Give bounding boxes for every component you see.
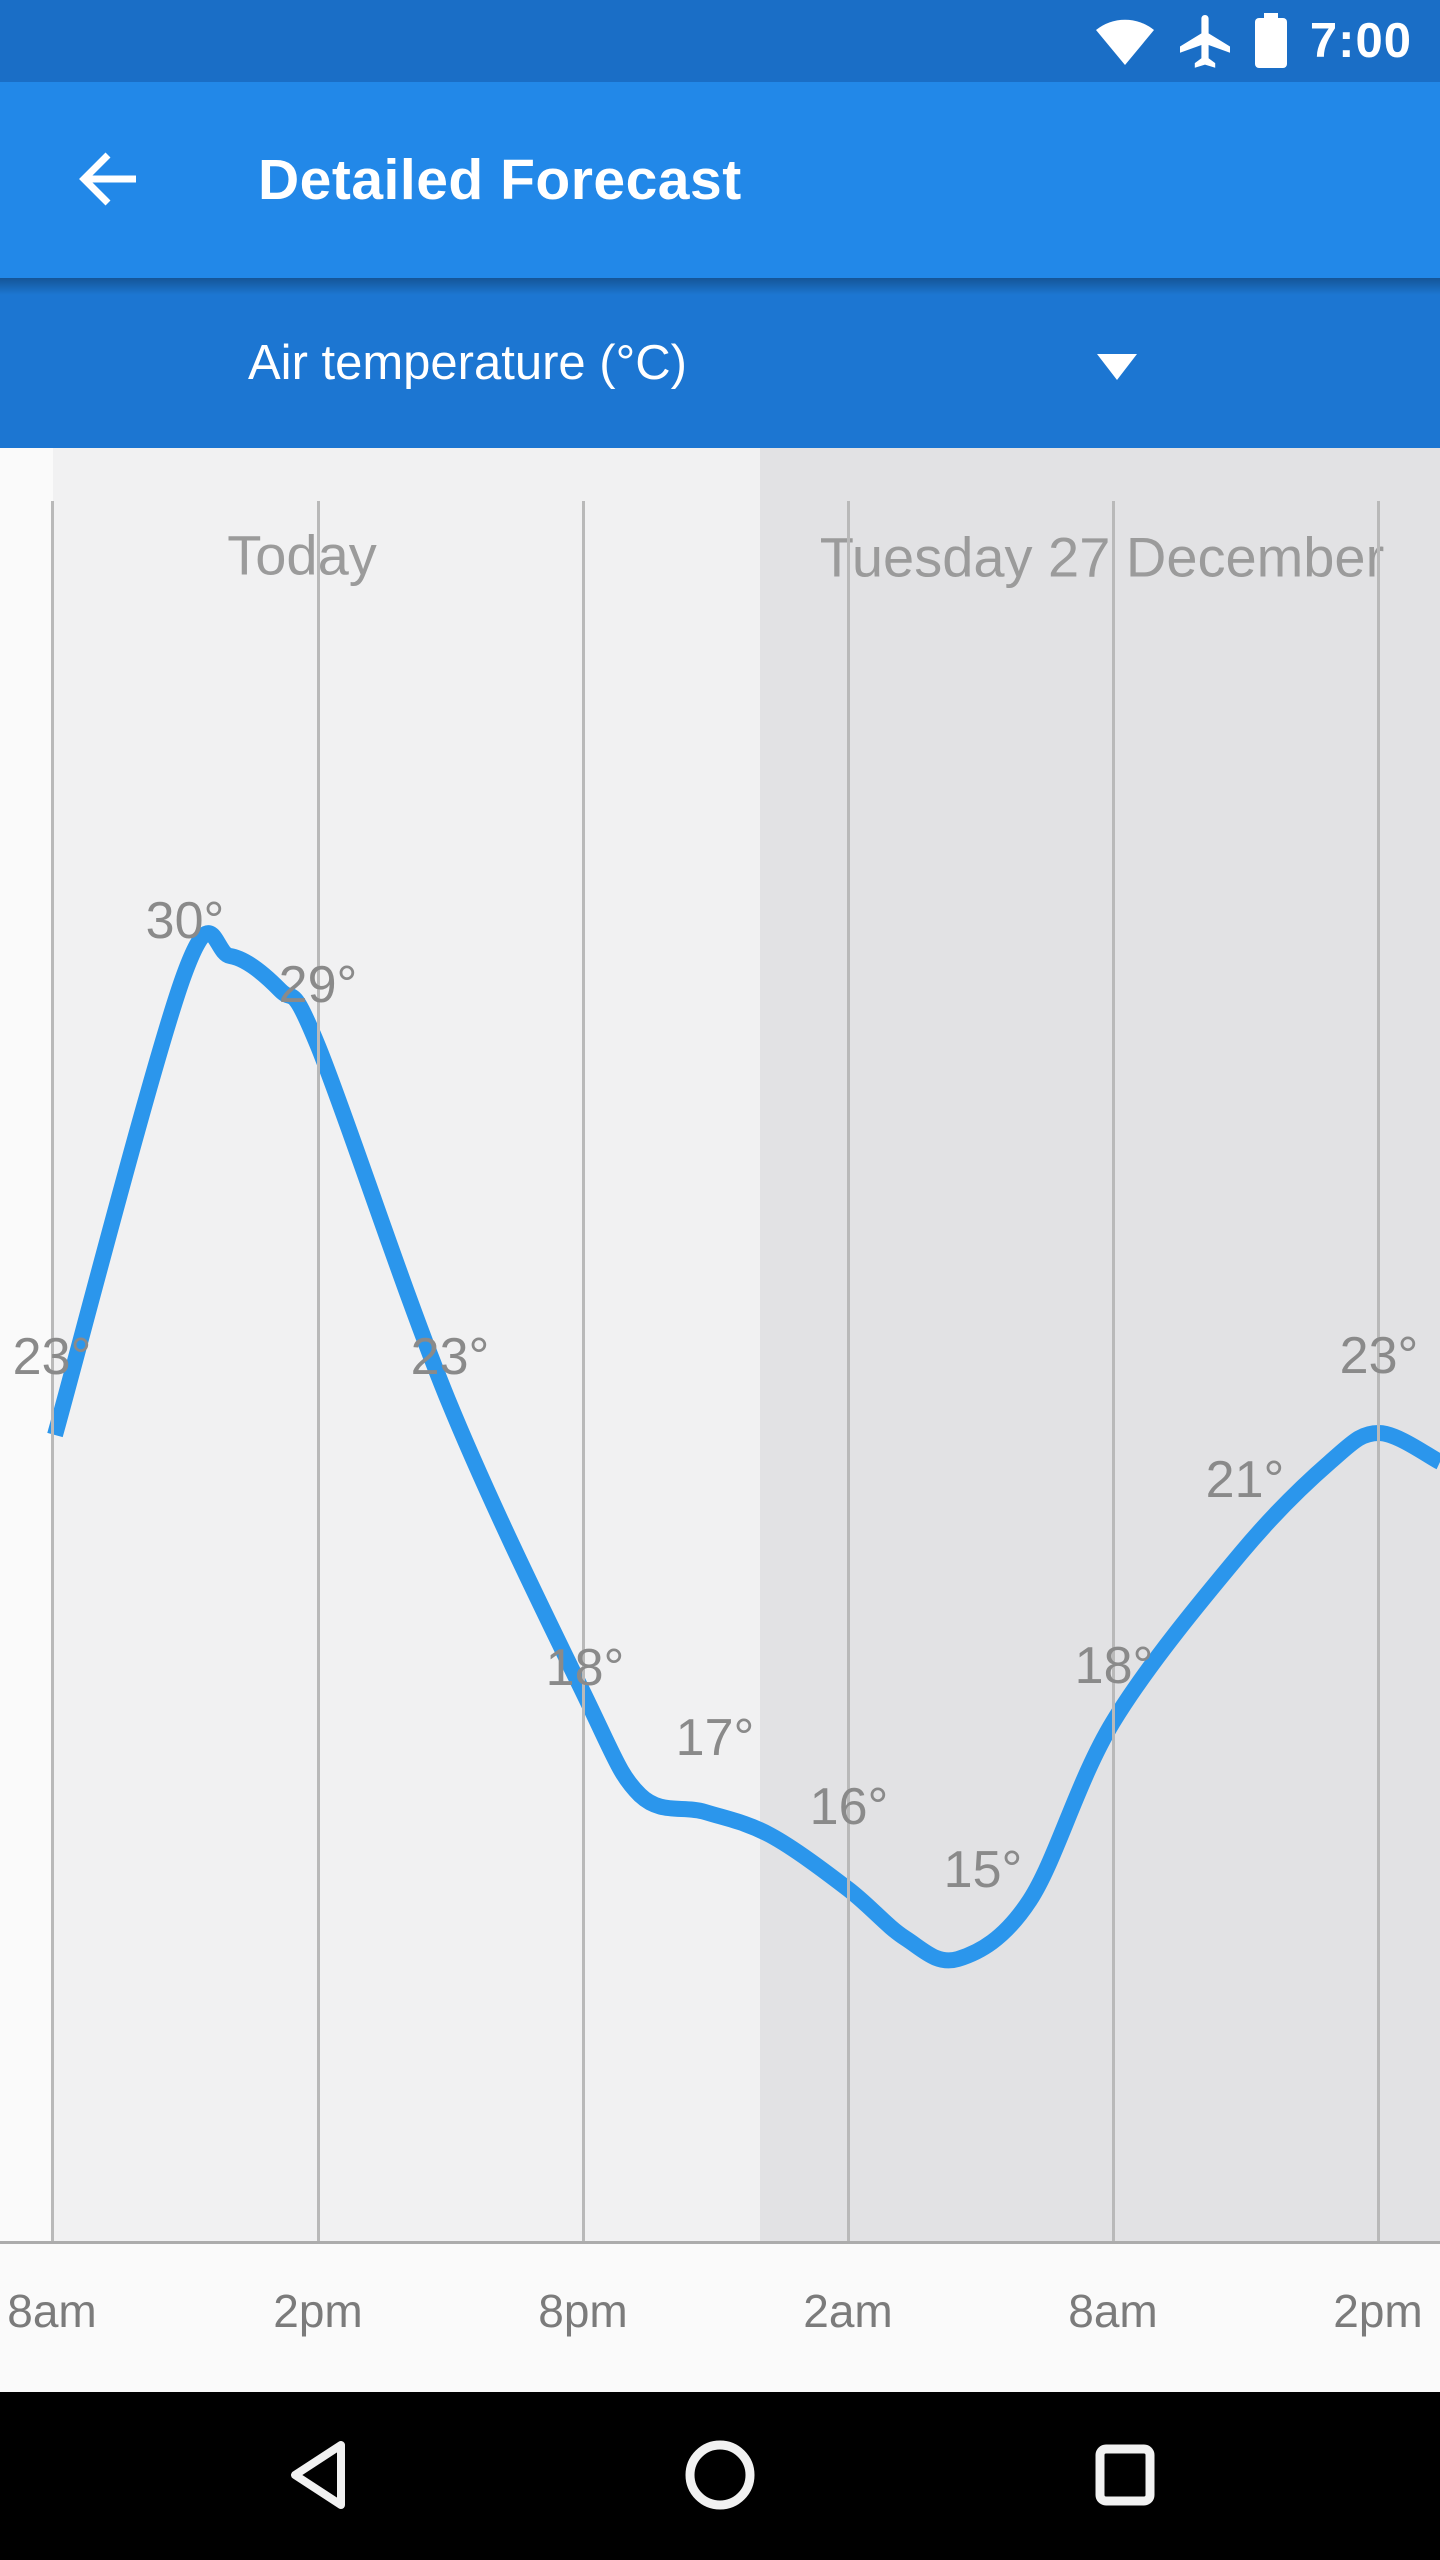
temp-label: 16°	[809, 1778, 889, 1836]
back-triangle-icon	[286, 2439, 348, 2514]
status-time: 7:00	[1309, 14, 1412, 68]
gridline	[51, 501, 54, 2243]
x-tick-label: 2am	[803, 2285, 893, 2337]
temp-label: 21°	[1205, 1451, 1285, 1509]
app-bar: Detailed Forecast	[0, 82, 1440, 278]
parameter-dropdown[interactable]: Air temperature (°C)	[0, 278, 1440, 448]
forecast-chart[interactable]: Today Tuesday 27 December 23° 30° 29° 23° 18…	[0, 448, 1440, 2243]
gridline	[1112, 501, 1115, 2243]
temp-label: 15°	[943, 1841, 1023, 1899]
recents-square-icon	[1093, 2443, 1157, 2510]
x-tick-label: 8am	[7, 2285, 97, 2337]
nav-home-button[interactable]	[620, 2392, 820, 2560]
battery-icon	[1254, 13, 1288, 69]
day-region-tuesday	[760, 448, 1440, 2243]
arrow-back-icon	[78, 147, 142, 214]
x-axis-line	[0, 2241, 1440, 2244]
home-circle-icon	[684, 2439, 756, 2514]
wifi-icon	[1094, 15, 1156, 67]
chevron-down-icon	[1097, 354, 1137, 380]
temp-label: 23°	[1339, 1327, 1419, 1385]
x-tick-label: 8am	[1068, 2285, 1158, 2337]
back-button[interactable]	[62, 132, 158, 228]
navigation-bar	[0, 2392, 1440, 2560]
day-region-today	[53, 448, 760, 2243]
temp-label: 30°	[145, 892, 225, 950]
temp-label: 18°	[1074, 1637, 1154, 1695]
gridline	[847, 501, 850, 2243]
nav-recents-button[interactable]	[1025, 2392, 1225, 2560]
x-tick-label: 2pm	[273, 2285, 363, 2337]
gridline	[317, 501, 320, 2243]
parameter-dropdown-label: Air temperature (°C)	[248, 336, 687, 390]
airplane-mode-icon	[1178, 13, 1232, 69]
temp-label: 23°	[12, 1328, 92, 1386]
day-header-tuesday: Tuesday 27 December	[819, 525, 1385, 589]
temperature-curve	[47, 925, 1440, 1969]
temp-label: 17°	[675, 1709, 755, 1767]
x-tick-label: 8pm	[538, 2285, 628, 2337]
x-tick-label: 2pm	[1333, 2285, 1423, 2337]
page-title: Detailed Forecast	[258, 148, 742, 212]
gridline	[1377, 501, 1380, 2243]
temp-label: 18°	[545, 1639, 625, 1697]
temp-label: 23°	[410, 1328, 490, 1386]
status-bar: 7:00	[0, 0, 1440, 82]
day-header-today: Today	[227, 523, 377, 587]
gridline	[582, 501, 585, 2243]
temp-label: 29°	[278, 956, 358, 1014]
nav-back-button[interactable]	[217, 2392, 417, 2560]
